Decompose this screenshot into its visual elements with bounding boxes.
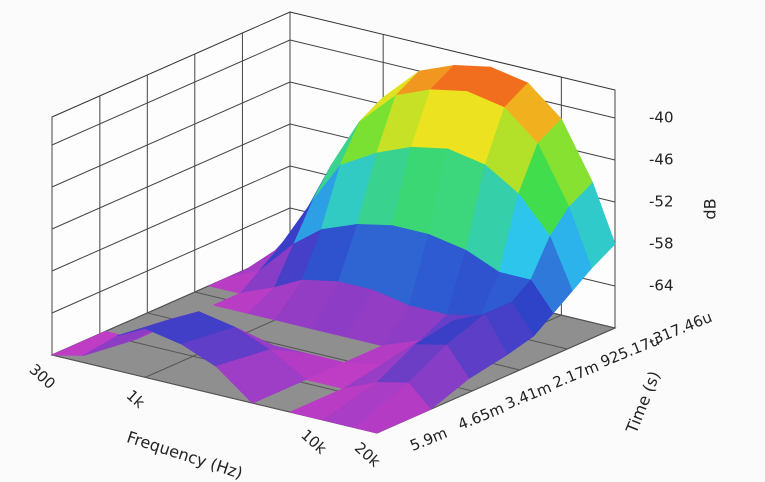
- z-grid-line: [51, 207, 291, 314]
- y-tick-label: 5.9m: [407, 424, 449, 455]
- z-grid-line: [51, 123, 291, 230]
- surface: [51, 65, 616, 434]
- x-tick-label: 300: [26, 360, 59, 393]
- y-tick-label: 2.17m: [550, 357, 601, 392]
- x-axis-title: Frequency (Hz): [124, 427, 245, 482]
- surface-patch: [354, 382, 432, 434]
- x-tick-label: 20k: [351, 439, 384, 471]
- y-tick-label: 4.65m: [455, 399, 506, 434]
- z-axis-title: dB: [701, 198, 720, 219]
- y-tick-label: 925.17u: [598, 331, 662, 371]
- z-tick-label: -40: [649, 109, 674, 127]
- surface-patch: [215, 349, 307, 404]
- x-tick-label: 1k: [123, 386, 149, 412]
- z-grid-line: [51, 39, 291, 146]
- z-grid-line: [51, 81, 291, 188]
- z-tick-label: -58: [649, 235, 674, 253]
- z-tick-label: -46: [649, 151, 674, 169]
- z-grid-line: [51, 165, 291, 272]
- x-tick-label: 10k: [297, 426, 330, 458]
- z-tick-label: -52: [649, 193, 674, 211]
- z-tick-label: -64: [649, 277, 674, 295]
- y-tick-label: 3.41m: [503, 378, 554, 413]
- y-axis-title: Time (s): [622, 368, 664, 436]
